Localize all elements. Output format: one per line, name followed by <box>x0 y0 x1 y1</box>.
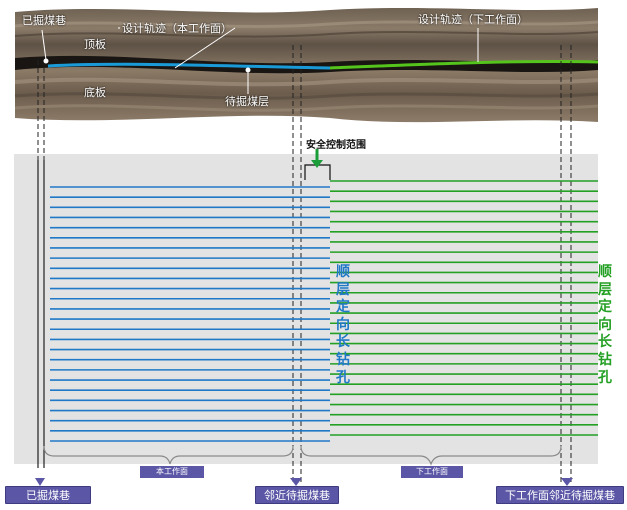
design-track-current-label: 设计轨迹（本工作面） <box>122 22 232 35</box>
coal-seam <box>15 55 598 74</box>
pointer-next-adjacent <box>561 478 573 486</box>
mined-roadway-label-top: 已掘煤巷 <box>22 14 66 27</box>
rock-stripe <box>14 20 599 28</box>
pointer-adjacent <box>290 478 302 486</box>
design-track-next-label: 设计轨迹（下工作面） <box>418 13 528 26</box>
next-face-label: 下工作面 <box>401 466 463 478</box>
drill-text-blue: 顺 层 定 向 长 钻 孔 <box>336 264 350 386</box>
green-borehole-group <box>330 180 598 436</box>
safety-range-label: 安全控制范围 <box>306 140 366 151</box>
pointer-mined <box>35 478 45 486</box>
mined-roadway-box: 已掘煤巷 <box>5 486 91 504</box>
mined-roadway-marker <box>43 58 49 64</box>
rock-stripe <box>14 31 599 38</box>
dashed-guides <box>37 45 572 484</box>
blue-design-track <box>47 62 331 70</box>
adjacent-roadway-box: 邻近待掘煤巷 <box>255 486 339 504</box>
strata-section <box>14 8 599 123</box>
roof-label: 顶板 <box>84 38 106 51</box>
leader-lines <box>41 27 479 94</box>
drill-text-green: 顺 层 定 向 长 钻 孔 <box>598 264 612 386</box>
seam-to-mine-label: 待掘煤层 <box>225 95 269 108</box>
current-face-label: 本工作面 <box>140 466 204 478</box>
floor-label: 底板 <box>84 86 106 99</box>
brace-current-face <box>43 445 294 465</box>
next-adjacent-roadway-box: 下工作面邻近待掘煤巷 <box>496 486 624 504</box>
seam-marker <box>245 67 251 73</box>
green-design-track <box>329 59 599 70</box>
safety-bracket <box>304 149 331 180</box>
rock-stripe <box>14 92 599 100</box>
rock-stripe <box>14 77 599 87</box>
brace-next-face <box>300 445 562 466</box>
rock-stripe <box>14 104 599 112</box>
blue-borehole-group <box>50 186 330 442</box>
